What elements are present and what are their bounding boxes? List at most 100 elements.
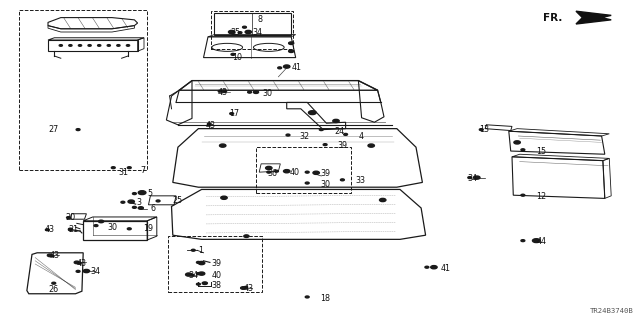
Circle shape xyxy=(266,166,272,170)
Circle shape xyxy=(198,272,205,275)
Text: 12: 12 xyxy=(536,192,547,201)
Circle shape xyxy=(99,220,104,223)
Text: 38: 38 xyxy=(211,281,221,290)
Text: 31: 31 xyxy=(118,168,129,177)
Text: 36: 36 xyxy=(268,169,278,178)
Circle shape xyxy=(289,50,294,52)
Circle shape xyxy=(241,287,246,289)
Circle shape xyxy=(230,32,234,34)
Polygon shape xyxy=(576,11,611,24)
Text: 39: 39 xyxy=(338,141,348,150)
Circle shape xyxy=(344,133,348,135)
Circle shape xyxy=(267,171,271,173)
Text: 25: 25 xyxy=(173,196,183,205)
Text: 39: 39 xyxy=(211,259,221,268)
Circle shape xyxy=(74,261,79,264)
Text: 13: 13 xyxy=(479,125,489,134)
Circle shape xyxy=(88,45,92,46)
Circle shape xyxy=(69,45,72,46)
Circle shape xyxy=(275,170,278,172)
Text: 34: 34 xyxy=(91,267,101,276)
Circle shape xyxy=(323,144,327,146)
Bar xyxy=(19,10,147,170)
Text: 27: 27 xyxy=(48,125,58,134)
Text: 5: 5 xyxy=(147,189,152,198)
Circle shape xyxy=(228,30,235,34)
Circle shape xyxy=(284,65,290,68)
Circle shape xyxy=(68,229,72,231)
Text: 30: 30 xyxy=(262,89,273,98)
Circle shape xyxy=(47,254,52,257)
Circle shape xyxy=(138,191,146,195)
Text: 18: 18 xyxy=(320,294,330,303)
Circle shape xyxy=(132,193,136,195)
Circle shape xyxy=(76,270,80,272)
Circle shape xyxy=(244,235,249,237)
Circle shape xyxy=(207,123,211,125)
Circle shape xyxy=(190,274,194,276)
Circle shape xyxy=(186,273,192,276)
Circle shape xyxy=(521,149,525,151)
Circle shape xyxy=(253,91,259,93)
Circle shape xyxy=(220,144,226,147)
Text: 3: 3 xyxy=(136,198,141,207)
Text: TR24B3740B: TR24B3740B xyxy=(590,308,634,314)
Circle shape xyxy=(218,90,222,92)
Text: 30: 30 xyxy=(320,180,330,188)
Bar xyxy=(256,147,351,193)
Circle shape xyxy=(532,239,540,243)
Circle shape xyxy=(111,167,115,169)
Circle shape xyxy=(52,282,56,284)
Circle shape xyxy=(305,296,309,298)
Circle shape xyxy=(196,273,200,275)
Text: 40: 40 xyxy=(289,168,300,177)
Circle shape xyxy=(108,45,111,46)
Text: 32: 32 xyxy=(300,132,310,141)
Circle shape xyxy=(196,283,200,285)
Circle shape xyxy=(221,196,227,199)
Text: 43: 43 xyxy=(243,284,253,293)
Circle shape xyxy=(68,228,72,230)
Circle shape xyxy=(308,111,316,115)
Circle shape xyxy=(83,269,90,273)
Circle shape xyxy=(76,129,80,131)
Circle shape xyxy=(202,282,207,284)
Text: 8: 8 xyxy=(257,15,262,24)
Circle shape xyxy=(474,176,480,179)
Text: 34: 34 xyxy=(253,28,263,37)
Text: 17: 17 xyxy=(229,109,239,118)
Circle shape xyxy=(245,30,252,34)
Text: 20: 20 xyxy=(65,213,76,222)
Circle shape xyxy=(128,200,134,203)
Circle shape xyxy=(431,266,437,269)
Circle shape xyxy=(127,228,131,230)
Circle shape xyxy=(127,45,129,46)
Text: 4: 4 xyxy=(358,132,364,140)
Circle shape xyxy=(319,129,323,131)
Circle shape xyxy=(127,167,131,169)
Circle shape xyxy=(286,134,290,136)
Circle shape xyxy=(521,194,525,196)
Circle shape xyxy=(231,53,235,55)
Text: 7: 7 xyxy=(141,166,146,175)
Text: 34: 34 xyxy=(467,174,477,183)
Circle shape xyxy=(117,45,120,46)
Text: 43: 43 xyxy=(206,121,216,130)
Text: 43: 43 xyxy=(49,252,60,260)
Circle shape xyxy=(67,217,70,219)
Circle shape xyxy=(77,262,81,264)
Text: 6: 6 xyxy=(150,204,156,213)
Circle shape xyxy=(380,198,386,202)
Circle shape xyxy=(98,45,101,46)
Circle shape xyxy=(121,201,125,203)
Circle shape xyxy=(340,179,344,181)
Circle shape xyxy=(284,170,290,173)
Bar xyxy=(168,236,262,292)
Text: 43: 43 xyxy=(218,88,228,97)
Circle shape xyxy=(248,91,252,93)
Circle shape xyxy=(196,261,200,263)
Circle shape xyxy=(368,144,374,147)
Text: 35: 35 xyxy=(230,28,241,37)
Text: 41: 41 xyxy=(291,63,301,72)
Text: 21: 21 xyxy=(68,225,79,234)
